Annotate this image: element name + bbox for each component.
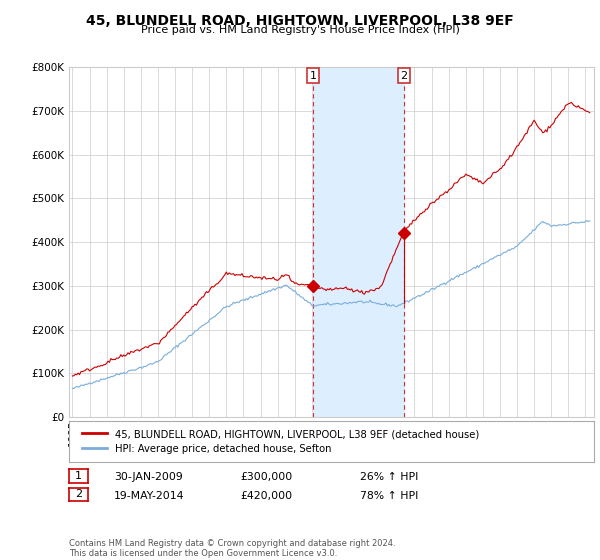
Text: 78% ↑ HPI: 78% ↑ HPI <box>360 491 418 501</box>
Text: 2: 2 <box>400 71 407 81</box>
Text: 2: 2 <box>75 489 82 500</box>
Bar <box>313 67 404 417</box>
Text: Price paid vs. HM Land Registry's House Price Index (HPI): Price paid vs. HM Land Registry's House … <box>140 25 460 35</box>
Text: 19-MAY-2014: 19-MAY-2014 <box>114 491 185 501</box>
Text: 45, BLUNDELL ROAD, HIGHTOWN, LIVERPOOL, L38 9EF: 45, BLUNDELL ROAD, HIGHTOWN, LIVERPOOL, … <box>86 14 514 28</box>
Text: £300,000: £300,000 <box>240 472 292 482</box>
Text: £420,000: £420,000 <box>240 491 292 501</box>
Text: 1: 1 <box>310 71 317 81</box>
Text: Contains HM Land Registry data © Crown copyright and database right 2024.
This d: Contains HM Land Registry data © Crown c… <box>69 539 395 558</box>
Legend: 45, BLUNDELL ROAD, HIGHTOWN, LIVERPOOL, L38 9EF (detached house), HPI: Average p: 45, BLUNDELL ROAD, HIGHTOWN, LIVERPOOL, … <box>79 426 482 457</box>
Text: 1: 1 <box>75 471 82 481</box>
Text: 26% ↑ HPI: 26% ↑ HPI <box>360 472 418 482</box>
Text: 30-JAN-2009: 30-JAN-2009 <box>114 472 183 482</box>
